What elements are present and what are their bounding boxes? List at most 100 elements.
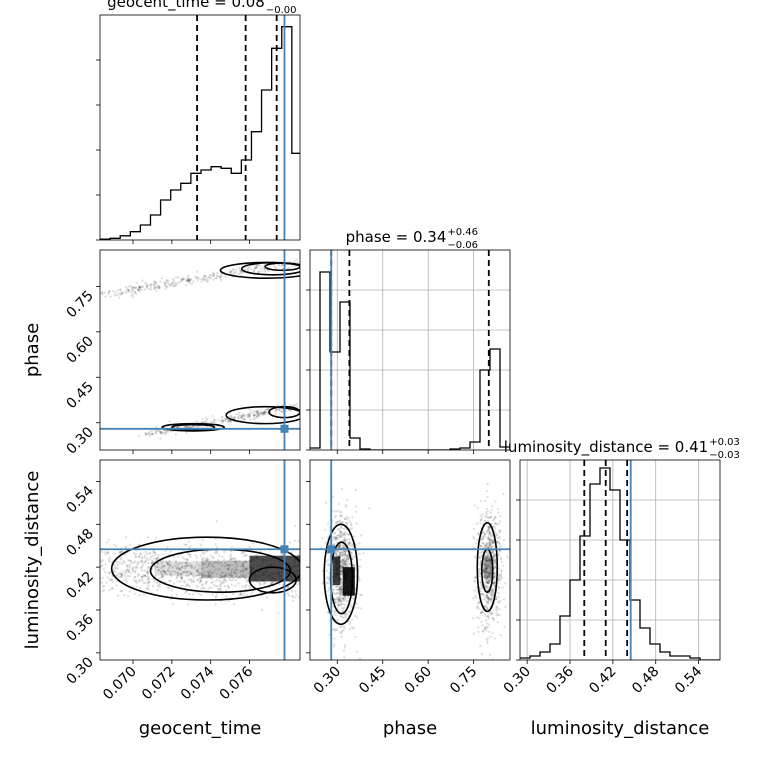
- sample-point: [107, 291, 111, 294]
- sample-point: [484, 567, 488, 570]
- sample-point: [197, 571, 200, 575]
- sample-point: [185, 558, 189, 561]
- sample-point: [171, 566, 174, 570]
- sample-point: [497, 573, 501, 577]
- sample-point: [178, 572, 182, 576]
- sample-point: [262, 413, 265, 416]
- sample-point: [219, 583, 222, 587]
- sample-point: [127, 288, 131, 292]
- sample-point: [188, 279, 191, 283]
- sample-point: [149, 288, 153, 291]
- sample-point: [224, 571, 227, 575]
- sample-point: [138, 586, 142, 590]
- sample-point: [180, 572, 183, 576]
- sample-point: [267, 407, 270, 411]
- sample-point: [343, 536, 346, 539]
- sample-point: [170, 282, 174, 285]
- sample-point: [173, 570, 176, 573]
- sample-point: [339, 551, 343, 554]
- sample-point: [485, 640, 489, 643]
- sample-point: [233, 415, 237, 419]
- sample-point: [148, 552, 151, 555]
- sample-point: [336, 591, 339, 595]
- sample-point: [475, 606, 479, 609]
- sample-point: [489, 562, 492, 565]
- sample-point: [333, 531, 336, 534]
- sample-point: [488, 563, 492, 566]
- sample-point: [253, 413, 257, 417]
- sample-point: [312, 590, 314, 592]
- sample-point: [485, 555, 489, 559]
- contour-line: [248, 566, 297, 594]
- sample-point: [246, 567, 249, 570]
- sample-point: [492, 581, 495, 584]
- sample-point: [129, 559, 132, 563]
- sample-point: [184, 283, 188, 287]
- sample-point: [147, 581, 150, 584]
- sample-point: [133, 570, 137, 573]
- sample-point: [163, 281, 166, 284]
- sample-point: [211, 420, 214, 424]
- sample-point: [152, 549, 155, 553]
- sample-point: [492, 590, 495, 594]
- sample-point: [168, 570, 172, 574]
- sample-point: [180, 566, 183, 569]
- sample-point: [172, 282, 176, 285]
- sample-point: [240, 573, 243, 577]
- sample-point: [140, 285, 144, 289]
- sample-point: [68, 574, 70, 576]
- sample-point: [495, 605, 499, 609]
- sample-point: [350, 618, 354, 621]
- sample-point: [128, 543, 132, 546]
- sample-point: [187, 278, 191, 282]
- sample-point: [362, 552, 365, 555]
- sample-point: [343, 643, 347, 647]
- x-axis-label: geocent_time: [139, 718, 262, 739]
- sample-point: [233, 560, 237, 564]
- sample-point: [143, 573, 147, 577]
- sample-point: [174, 559, 178, 563]
- sample-point: [255, 410, 258, 413]
- axes-frame: [99, 459, 301, 661]
- sample-point: [174, 276, 178, 279]
- sample-point: [479, 545, 483, 548]
- sample-point: [486, 588, 490, 591]
- sample-point: [340, 588, 343, 591]
- sample-point: [340, 630, 343, 633]
- x-tick-label: 0.30: [311, 664, 344, 697]
- sample-point: [489, 571, 492, 574]
- sample-point: [480, 592, 483, 596]
- sample-point: [483, 557, 486, 561]
- sample-point: [494, 522, 497, 526]
- sample-point: [497, 577, 500, 581]
- sample-point: [230, 571, 233, 575]
- sample-point: [171, 602, 175, 606]
- sample-point: [486, 600, 489, 604]
- sample-point: [202, 571, 206, 574]
- sample-point: [206, 570, 209, 574]
- sample-point: [114, 566, 117, 569]
- sample-point: [219, 275, 222, 279]
- sample-point: [473, 579, 477, 582]
- sample-point: [203, 573, 206, 577]
- sample-point: [337, 584, 340, 588]
- sample-point: [340, 635, 343, 638]
- axes-frame: [519, 459, 721, 661]
- sample-point: [338, 546, 341, 549]
- sample-point: [255, 265, 258, 269]
- sample-point: [271, 581, 274, 584]
- sample-point: [339, 521, 342, 524]
- sample-point: [139, 552, 142, 555]
- sample-point: [118, 550, 122, 554]
- sample-point: [242, 554, 246, 558]
- sample-point: [485, 637, 488, 641]
- sample-point: [229, 269, 233, 273]
- sample-point: [485, 594, 489, 597]
- sample-point: [504, 605, 507, 609]
- sample-point: [141, 285, 144, 288]
- sample-point: [488, 541, 492, 545]
- sample-point: [336, 584, 339, 587]
- sample-point: [216, 418, 219, 422]
- sample-point: [152, 580, 156, 583]
- sample-point: [252, 417, 255, 420]
